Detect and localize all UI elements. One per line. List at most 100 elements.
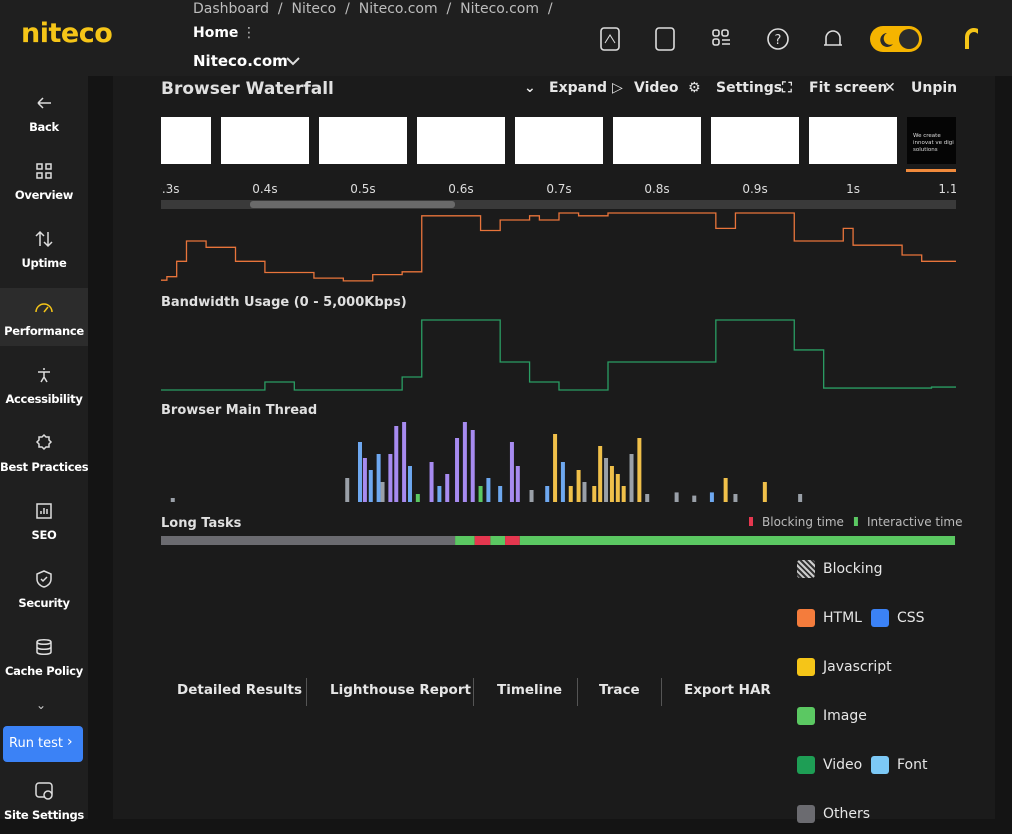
x-tick-label: 0.7s [546,182,571,196]
task-bar [723,478,728,502]
legend-swatch [749,517,753,526]
task-bar [357,442,362,502]
legend-label: Javascript [823,659,892,675]
tab[interactable]: Trace [599,682,640,698]
nav-item[interactable]: Uptime [0,224,88,282]
icon-path [36,570,52,588]
task-bar [462,422,467,502]
label: Overview [14,188,74,202]
legend-label: Image [823,708,867,724]
video-button[interactable]: Video [634,80,679,96]
tab[interactable]: Detailed Results [177,682,303,698]
legend-label: HTML [823,610,862,626]
tabs: Detailed Results Lighthouse Report Timelin… [161,678,781,706]
fit-screen-button[interactable]: Fit screen [809,80,888,96]
legend-label: Blocking [823,561,883,577]
nav-item[interactable]: Accessibility [0,360,88,418]
site-select[interactable]: Niteco.com [193,52,288,70]
active-highlight [0,288,88,346]
user-logo[interactable] [965,28,978,49]
task-bar [637,438,642,502]
pdf-icon[interactable] [600,27,620,51]
chart-title: Bandwidth Usage (0 - 5,000Kbps) [161,295,407,310]
long-task-segment [490,536,506,545]
label: Performance [4,324,84,338]
task-bar [629,454,634,502]
frame [417,117,505,164]
icon [35,782,53,800]
theme-toggle[interactable] [870,26,922,52]
tab[interactable]: Timeline [497,682,563,698]
task-bar [368,470,373,502]
frame [711,117,799,164]
nav-item[interactable]: Overview [0,156,88,214]
header: niteco Dashboard / Niteco / Niteco.com /… [0,0,1012,76]
x-tick-label: 1.1s [938,182,963,196]
logo[interactable]: niteco [21,18,113,49]
label: Back [29,120,59,134]
task-bar [402,422,407,502]
time-axis: 0.3s 0.4s 0.5s 0.6s 0.7s 0.8s 0.9s 1s 1.1s [161,182,963,196]
task-bar [529,490,534,502]
legend-swatch [797,756,815,774]
icon-path [36,639,52,655]
step-line [161,319,956,391]
button-label: Run test [9,736,64,751]
frame-marker [906,169,956,172]
icon [36,503,52,519]
x-tick-label: 0.9s [742,182,767,196]
tab[interactable]: Export HAR [684,682,771,698]
nav-item[interactable]: Best Practices [0,428,89,486]
task-bar [509,442,514,502]
nav-item[interactable]: Security [0,564,88,622]
task-bar [388,454,393,502]
task-bar [478,486,483,502]
label: Cache Policy [5,664,83,678]
scrollbar-thumb[interactable] [250,201,455,208]
page-name: Home [193,25,239,41]
settings-button[interactable]: Settings [716,80,783,96]
legend-label: Video [823,757,863,773]
task-bar [415,494,420,502]
icon-path [38,368,50,383]
nav-item[interactable]: SEO [0,496,88,554]
unpin-button[interactable]: Unpin [911,80,958,96]
help-icon[interactable]: ? [767,28,789,50]
task-bar [170,498,175,502]
run-test-button[interactable]: Run test › [3,726,83,762]
nav-item[interactable]: Performance [0,292,88,350]
icon: ✕ [884,80,896,96]
crumb[interactable]: Niteco [291,1,337,17]
task-bar [692,495,697,502]
frame [907,117,956,164]
tab-divider [577,678,578,706]
csv-icon[interactable] [655,27,675,51]
crumb[interactable]: Niteco.com [460,1,539,17]
task-bar [709,492,714,502]
task-bar [645,494,650,502]
task-bar [545,486,550,502]
frame [809,117,897,164]
x-tick-label: 0.5s [350,182,375,196]
task-bar [515,466,520,502]
label: Best Practices [0,460,89,474]
legend-swatch [853,517,858,526]
bell-icon[interactable] [824,30,842,46]
tab[interactable]: Lighthouse Report [330,682,471,698]
legend-swatch [797,707,815,725]
label: SEO [31,528,57,542]
frame-text: solutions [913,147,938,153]
crumb[interactable]: Dashboard [193,1,269,17]
long-task-segment [474,536,491,545]
crumb[interactable]: Niteco.com [358,1,438,17]
expand-button[interactable]: Expand [549,80,608,96]
nav-item[interactable]: Cache Policy [0,632,88,690]
x-tick-label: 0.4s [252,182,277,196]
menu-dots[interactable]: ⋮ [242,25,256,41]
task-bar [345,478,350,502]
scrollbar-track[interactable] [161,200,956,209]
nav-item[interactable]: Back [0,88,88,146]
tab-divider [473,678,474,706]
more-chevron[interactable]: ⌄ [36,698,47,712]
apps-icon[interactable] [712,29,730,46]
